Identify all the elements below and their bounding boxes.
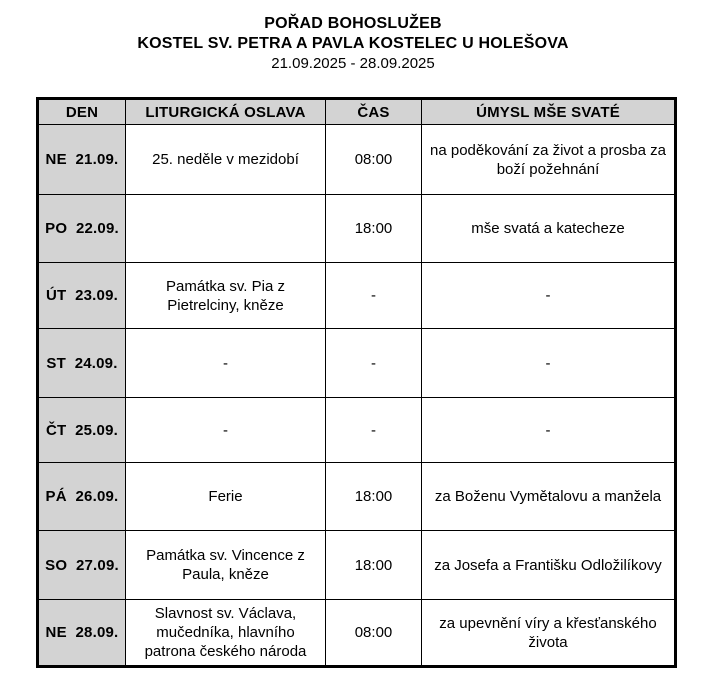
time-cell: 18:00 [325, 194, 422, 263]
header-day: DEN [37, 98, 126, 125]
day-cell: SO 27.09. [37, 530, 126, 600]
header-row: DEN LITURGICKÁ OSLAVA ČAS ÚMYSL MŠE SVAT… [37, 98, 676, 125]
schedule-table-body: NE 21.09. 25. neděle v mezidobí 08:00 na po… [37, 124, 676, 667]
time-cell: 18:00 [325, 462, 422, 531]
church-name: KOSTEL SV. PETRA A PAVLA KOSTELEC U HOLE… [137, 35, 569, 52]
intention-cell: - [421, 262, 676, 329]
day-cell: ÚT 23.09. [37, 262, 126, 329]
intention-cell: mše svatá a katecheze [421, 194, 676, 263]
celebration-cell: Ferie [125, 462, 326, 531]
date-range: 21.09.2025 - 28.09.2025 [271, 55, 435, 72]
time-cell: 08:00 [325, 599, 422, 667]
intention-cell: za Boženu Vymětalovu a manžela [421, 462, 676, 531]
celebration-cell: Památka sv. Vincence z Paula, kněze [125, 530, 326, 600]
table-row: SO 27.09. Památka sv. Vincence z Paula, k… [37, 530, 676, 600]
time-cell: - [325, 328, 422, 398]
table-row: ÚT 23.09. Památka sv. Pia z Pietrelciny, … [37, 262, 676, 329]
table-row: NE 28.09. Slavnost sv. Václava, mučedníka… [37, 599, 676, 667]
day-cell: NE 21.09. [37, 124, 126, 195]
table-row: ST 24.09. - - - [37, 328, 676, 398]
header-celebration: LITURGICKÁ OSLAVA [125, 98, 326, 125]
celebration-cell: Slavnost sv. Václava, mučedníka, hlavníh… [125, 599, 326, 667]
celebration-cell: - [125, 397, 326, 463]
time-cell: - [325, 397, 422, 463]
celebration-cell: 25. neděle v mezidobí [125, 124, 326, 195]
table-row: PÁ 26.09. Ferie 18:00 za Boženu Vymětalovu … [37, 462, 676, 531]
day-cell: NE 28.09. [37, 599, 126, 667]
celebration-cell [125, 194, 326, 263]
day-cell: PÁ 26.09. [37, 462, 126, 531]
intention-cell: - [421, 328, 676, 398]
day-cell: ČT 25.09. [37, 397, 126, 463]
table-row: NE 21.09. 25. neděle v mezidobí 08:00 na po… [37, 124, 676, 195]
intention-cell: za Josefa a Františku Odložilíkovy [421, 530, 676, 600]
schedule-table: DEN LITURGICKÁ OSLAVA ČAS ÚMYSL MŠE SVAT… [36, 97, 677, 668]
time-cell: 18:00 [325, 530, 422, 600]
celebration-cell: - [125, 328, 326, 398]
day-cell: PO 22.09. [37, 194, 126, 263]
header-intention: ÚMYSL MŠE SVATÉ [421, 98, 676, 125]
time-cell: - [325, 262, 422, 329]
intention-cell: na poděkování za život a prosba za boží … [421, 124, 676, 195]
page-title: POŘAD BOHOSLUŽEB [264, 15, 442, 32]
intention-cell: - [421, 397, 676, 463]
title-block: POŘAD BOHOSLUŽEB KOSTEL SV. PETRA A PAVL… [0, 14, 706, 74]
time-cell: 08:00 [325, 124, 422, 195]
day-cell: ST 24.09. [37, 328, 126, 398]
schedule-table-header: DEN LITURGICKÁ OSLAVA ČAS ÚMYSL MŠE SVAT… [37, 98, 676, 125]
celebration-cell: Památka sv. Pia z Pietrelciny, kněze [125, 262, 326, 329]
table-row: ČT 25.09. - - - [37, 397, 676, 463]
header-time: ČAS [325, 98, 422, 125]
intention-cell: za upevnění víry a křesťanského života [421, 599, 676, 667]
table-row: PO 22.09. 18:00 mše svatá a katecheze [37, 194, 676, 263]
